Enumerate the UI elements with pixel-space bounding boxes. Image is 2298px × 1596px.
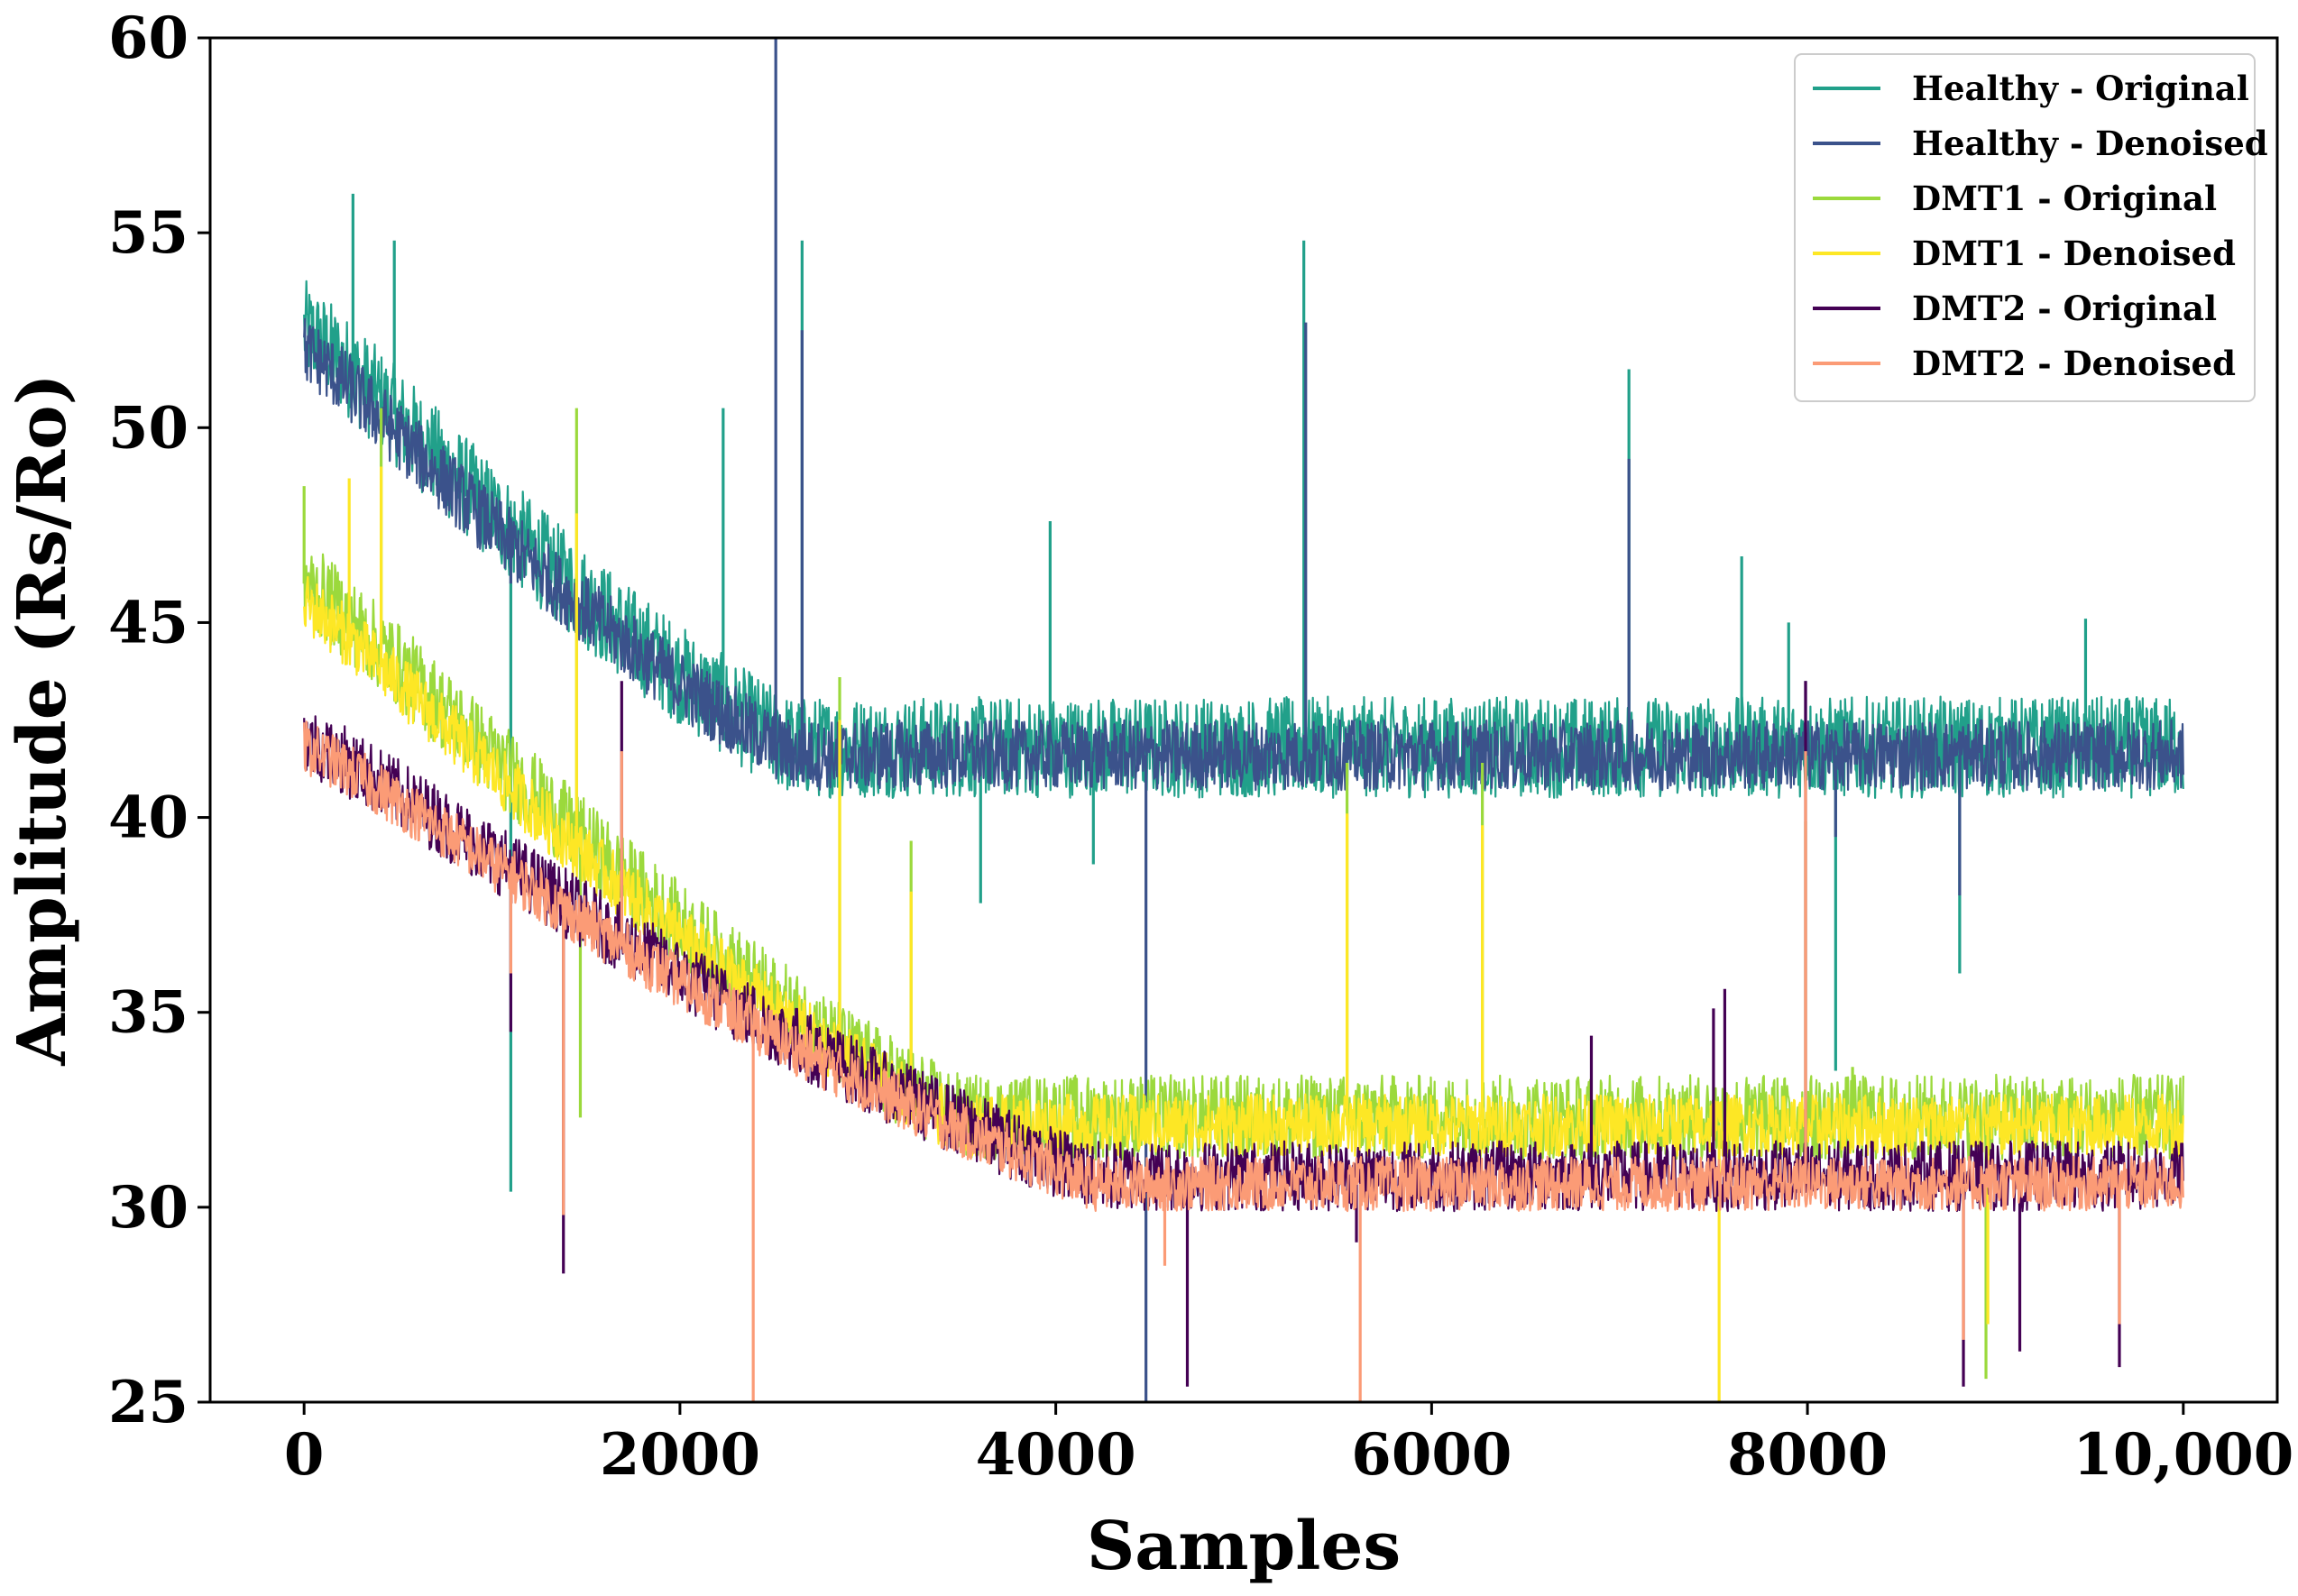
x-tick-label: 2000 <box>600 1421 760 1489</box>
series-layer <box>302 38 2184 1402</box>
legend-label: DMT1 - Denoised <box>1912 234 2236 273</box>
series-line-5 <box>303 720 2184 1213</box>
series-line-1 <box>303 317 2184 792</box>
legend-box <box>1794 53 2256 402</box>
x-tick-label: 10,000 <box>2073 1421 2293 1489</box>
legend-label: Healthy - Denoised <box>1912 124 2268 163</box>
y-axis-title: Amplitude (Rs/Ro) <box>4 373 81 1066</box>
legend-label: Healthy - Original <box>1912 69 2249 108</box>
x-tick-label: 8000 <box>1727 1421 1888 1489</box>
y-tick-label: 50 <box>108 394 188 462</box>
plot-frame <box>208 36 2279 1404</box>
x-tick-label: 4000 <box>976 1421 1136 1489</box>
y-tick-label: 35 <box>108 979 188 1047</box>
y-tick-label: 55 <box>108 199 188 267</box>
y-tick-label: 40 <box>108 784 188 852</box>
x-tick-label: 0 <box>284 1421 325 1489</box>
legend-label: DMT1 - Original <box>1912 179 2217 218</box>
y-tick-label: 45 <box>108 589 188 656</box>
y-tick-label: 60 <box>108 5 188 72</box>
y-tick-label: 30 <box>108 1174 188 1242</box>
series-line-3 <box>303 575 2184 1158</box>
legend-label: DMT2 - Original <box>1912 289 2217 328</box>
y-tick-label: 25 <box>108 1369 188 1436</box>
legend-label: DMT2 - Denoised <box>1912 344 2236 383</box>
x-tick-label: 6000 <box>1351 1421 1512 1489</box>
series-line-2 <box>303 544 2184 1162</box>
x-axis-title: Samples <box>1087 1508 1401 1585</box>
legend: Healthy - Original Healthy - Denoised DMT1… <box>1794 53 2268 402</box>
ticks-layer: 0 2000 4000 6000 8000 10,000 25 30 35 40 45 50 55 60 <box>108 5 2293 1489</box>
